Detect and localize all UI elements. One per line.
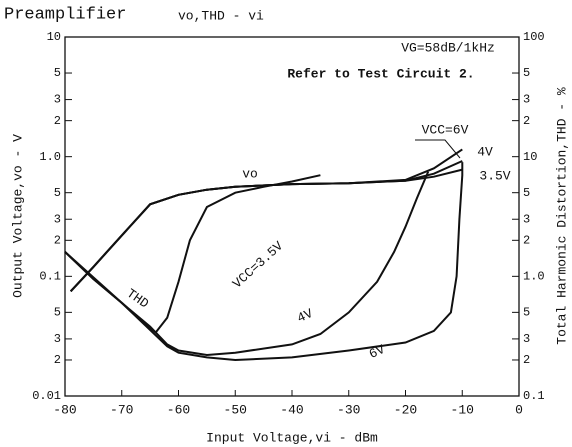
x-tick-label: -60 <box>167 402 190 417</box>
y-tick-label: 2 <box>54 353 61 367</box>
y-tick-label: 3 <box>54 332 61 346</box>
annotation: vo <box>242 166 258 181</box>
x-tick-label: -50 <box>224 402 247 417</box>
y2-tick-label: 0.1 <box>523 389 545 403</box>
y2-tick-label: 3 <box>523 212 530 226</box>
y-tick-label: 2 <box>54 114 61 128</box>
y2-tick-label: 100 <box>523 30 545 44</box>
annotation: Refer to Test Circuit 2. <box>287 66 474 81</box>
y-tick-label: 5 <box>54 186 61 200</box>
annotation: VG=58dB/1kHz <box>401 40 495 55</box>
y2-tick-label: 3 <box>523 332 530 346</box>
annotation: VCC=3.5V <box>230 238 287 291</box>
y2-tick-label: 5 <box>523 186 530 200</box>
chart-title: Preamplifier <box>4 5 126 24</box>
annotation: 4V <box>477 144 493 159</box>
y2-tick-label: 2 <box>523 114 530 128</box>
series-line <box>64 162 464 362</box>
series-line <box>64 174 321 334</box>
y-tick-label: 2 <box>54 233 61 247</box>
y2-axis-label: Total Harmonic Distortion,THD - % <box>554 87 569 345</box>
x-tick-label: -20 <box>394 402 417 417</box>
x-tick-label: -10 <box>451 402 474 417</box>
y2-tick-label: 5 <box>523 66 530 80</box>
y2-tick-label: 5 <box>523 306 530 320</box>
plot-frame <box>64 36 520 397</box>
annotation: 6V <box>367 342 388 362</box>
y-tick-label: 3 <box>54 212 61 226</box>
x-tick-label: -40 <box>280 402 303 417</box>
x-tick-label: 0 <box>515 402 523 417</box>
y-tick-label: 5 <box>54 66 61 80</box>
series-line <box>69 148 463 292</box>
annotation: 4V <box>295 306 316 326</box>
y-tick-label: 0.01 <box>32 389 61 403</box>
annotation: VCC=6V <box>422 122 469 137</box>
y2-tick-label: 2 <box>523 233 530 247</box>
x-tick-label: -80 <box>53 402 76 417</box>
x-tick-label: -70 <box>110 402 133 417</box>
y-tick-label: 1.0 <box>39 150 61 164</box>
arrow <box>415 139 461 159</box>
x-axis-label: Input Voltage,vi - dBm <box>206 430 378 445</box>
y-tick-label: 10 <box>47 30 61 44</box>
chart-subtitle: vo,THD - vi <box>178 8 264 23</box>
y-axis-label: Output Voltage,vo - V <box>10 134 25 298</box>
y-tick-label: 3 <box>54 93 61 107</box>
y-tick-label: 5 <box>54 306 61 320</box>
y2-tick-label: 3 <box>523 93 530 107</box>
y-tick-label: 0.1 <box>39 270 61 284</box>
annotation: 3.5V <box>479 168 510 183</box>
y2-tick-label: 2 <box>523 353 530 367</box>
y2-tick-label: 10 <box>523 150 537 164</box>
series-line <box>64 171 430 357</box>
y2-tick-label: 1.0 <box>523 270 545 284</box>
x-tick-label: -30 <box>337 402 360 417</box>
